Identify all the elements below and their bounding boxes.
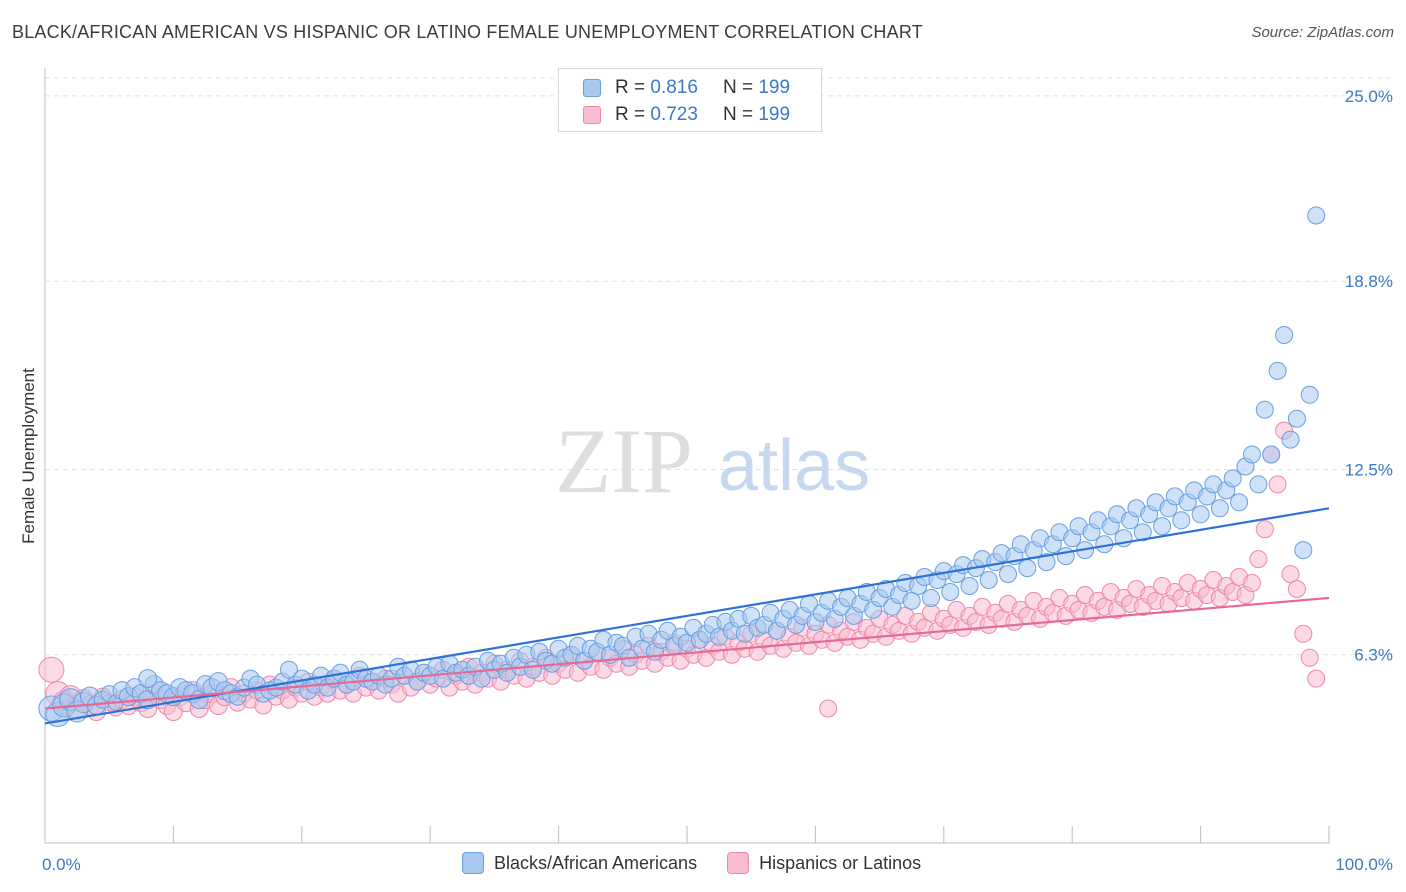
y-tick-label: 25.0% [1345,87,1393,106]
watermark-zip: ZIP [555,410,693,512]
hispanic-point [1300,648,1319,667]
black-point [960,577,979,595]
tick-labels: 6.3% 12.5% 18.8% 25.0% 0.0% 100.0% Female Unem… [19,87,1393,874]
watermark-atlas: atlas [718,426,870,506]
legend-r-label: R = [615,77,646,98]
black-point [1153,517,1172,536]
black-point [999,565,1017,584]
legend-r-value: 0.816 [650,77,698,98]
hispanic-trend-line [44,596,1330,710]
series-legend-hispanic: Hispanics or Latinos [727,852,921,874]
black-point [1294,541,1313,560]
y-tick-label: 12.5% [1345,460,1393,479]
hispanic-point [1307,669,1326,688]
black-point [280,660,298,679]
black-point [1133,523,1152,542]
black-point [1268,361,1287,380]
hispanic-point [1294,624,1313,643]
black-point [1249,475,1268,494]
black-point [1287,409,1306,428]
y-tick-label: 18.8% [1345,272,1393,291]
x-tick-label-max: 100.0% [1335,855,1393,874]
black-point [1307,206,1326,225]
black-trend-line [44,507,1330,725]
legend-r-label: R = [615,104,646,125]
black-point [979,571,998,589]
series-label-hispanic: Hispanics or Latinos [759,852,922,873]
legend-n-label: N = [722,77,754,98]
black-point [1243,445,1261,464]
legend-n-value: 199 [758,104,791,125]
black-point [1255,400,1274,419]
black-point [138,669,158,689]
black-point [1056,547,1075,566]
hispanic-point [38,656,65,683]
black-point [1191,505,1210,524]
legend-swatch-pink [583,106,601,124]
grid-lines [45,77,1395,656]
hispanic-point [1243,574,1261,592]
y-tick-label: 6.3% [1354,646,1393,665]
legend-r-value: 0.723 [650,104,698,125]
legend-swatch-blue [583,79,601,97]
hispanic-point [1287,580,1306,598]
black-point [1275,326,1294,344]
correlation-legend: R = 0.816 N = 199 R = 0.723 N = 199 [558,68,822,132]
hispanic-point [1268,475,1287,494]
series-legend: Blacks/African Americans Hispanics or La… [462,852,951,874]
chart-source: Source: ZipAtlas.com [1251,24,1394,41]
chart-title: BLACK/AFRICAN AMERICAN VS HISPANIC OR LA… [12,22,923,42]
trend-lines [44,507,1330,725]
legend-row-hispanic: R = 0.723 N = 199 [583,104,790,126]
black-point [902,591,921,610]
hispanic-point [1255,520,1274,539]
black-point [1037,553,1056,572]
black-point [922,589,940,607]
series-label-black: Blacks/African Americans [494,852,698,873]
black-point [1172,511,1191,530]
legend-n-value: 199 [758,77,791,98]
x-tick-label-min: 0.0% [42,855,81,874]
hispanic-point [1249,550,1268,569]
black-point [941,583,960,601]
series-swatch-blue [462,852,484,874]
series-swatch-pink [727,852,750,874]
watermark: ZIP atlas [555,410,870,512]
black-point [1018,559,1037,578]
legend-row-black: R = 0.816 N = 199 [583,77,790,99]
black-point [1300,385,1319,404]
black-point [1281,430,1300,449]
hispanic-point [819,699,838,718]
black-point [1262,445,1281,464]
black-points [38,206,1326,727]
black-point [1223,469,1242,488]
y-axis-label: Female Unemployment [19,368,38,544]
black-point [1230,493,1249,512]
hispanic-point [1281,565,1300,584]
series-legend-black: Blacks/African Americans [462,852,697,874]
black-point [1210,499,1229,518]
legend-n-label: N = [722,104,754,125]
